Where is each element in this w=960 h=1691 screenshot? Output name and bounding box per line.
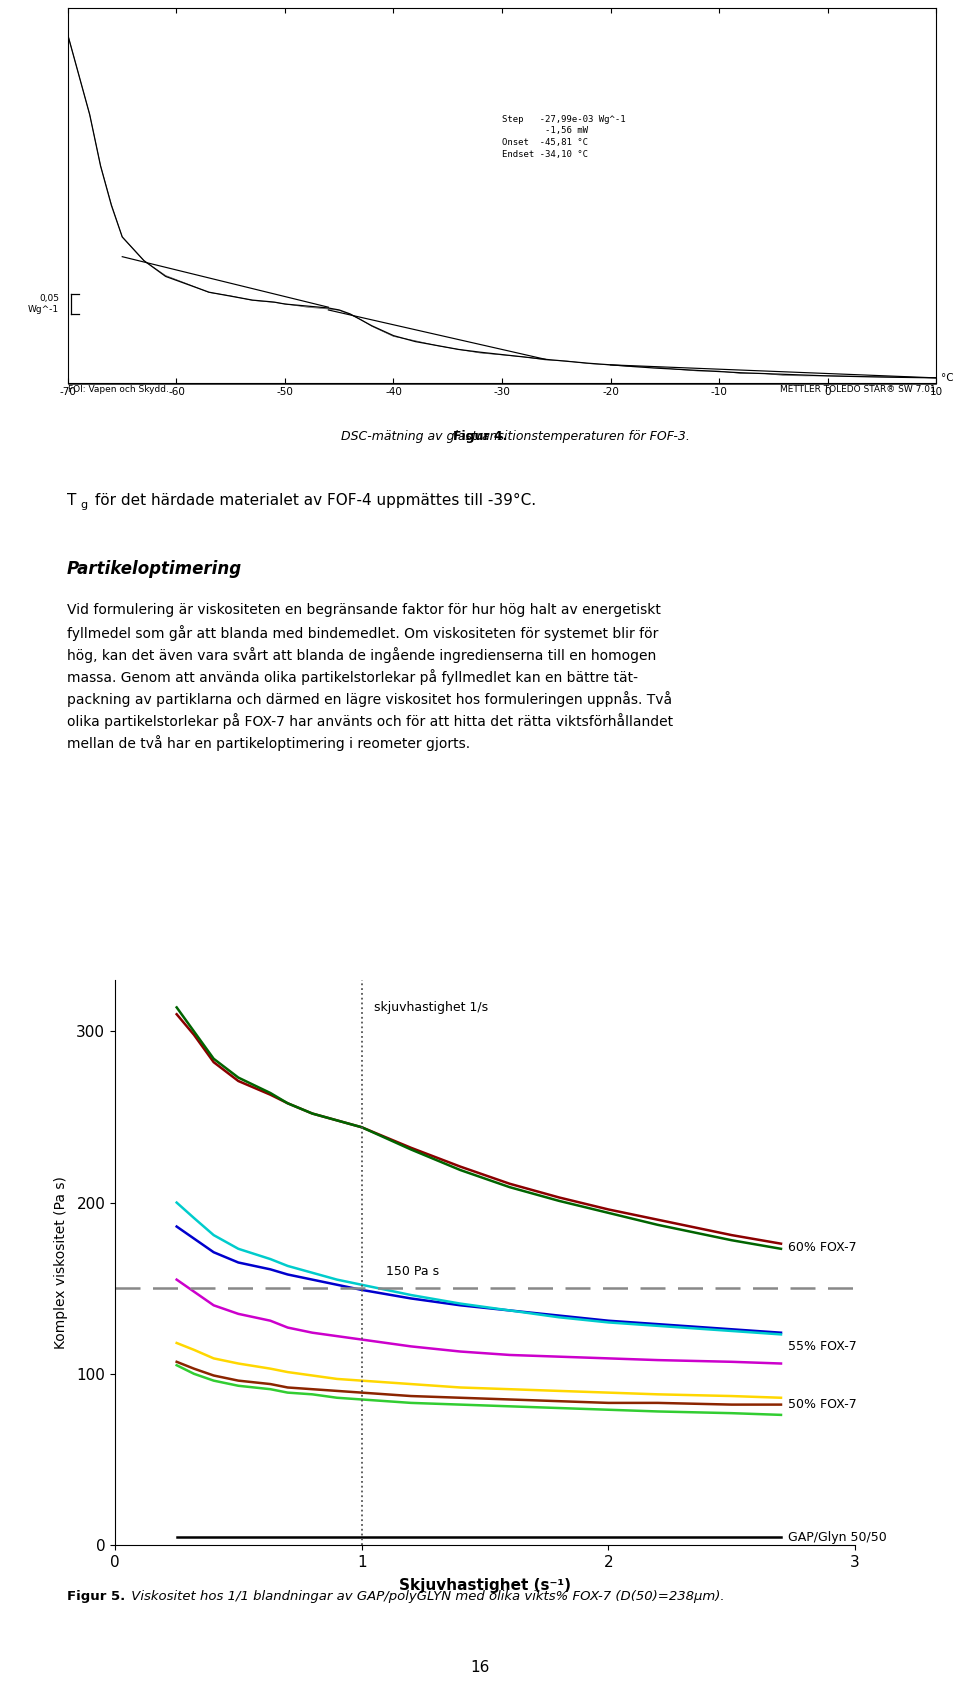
Text: packning av partiklarna och därmed en lägre viskositet hos formuleringen uppnås.: packning av partiklarna och därmed en lä… xyxy=(67,692,672,707)
Text: Figur 5.: Figur 5. xyxy=(67,1590,125,1603)
Text: skjuvhastighet 1/s: skjuvhastighet 1/s xyxy=(374,1001,488,1013)
Text: olika partikelstorlekar på FOX-7 har använts och för att hitta det rätta viktsfö: olika partikelstorlekar på FOX-7 har anv… xyxy=(67,714,673,729)
Text: g: g xyxy=(81,501,87,509)
Text: Partikeloptimering: Partikeloptimering xyxy=(67,560,242,578)
X-axis label: Skjuvhastighet (s⁻¹): Skjuvhastighet (s⁻¹) xyxy=(399,1578,571,1593)
Text: för det härdade materialet av FOF-4 uppmättes till -39°C.: för det härdade materialet av FOF-4 uppm… xyxy=(90,494,537,507)
Text: 50% FOX-7: 50% FOX-7 xyxy=(788,1398,857,1410)
Text: FOI: Vapen och Skydd.: FOI: Vapen och Skydd. xyxy=(68,386,169,394)
Y-axis label: Komplex viskositet (Pa s): Komplex viskositet (Pa s) xyxy=(54,1175,68,1349)
Text: DSC-mätning av glastransitionstemperaturen för FOF-3.: DSC-mätning av glastransitionstemperatur… xyxy=(337,430,690,443)
Text: mellan de två har en partikeloptimering i reometer gjorts.: mellan de två har en partikeloptimering … xyxy=(67,736,470,751)
Text: METTLER TOLEDO STAR® SW 7.01: METTLER TOLEDO STAR® SW 7.01 xyxy=(780,386,936,394)
Text: 0,05
Wg^-1: 0,05 Wg^-1 xyxy=(28,294,60,315)
Text: Vid formulering är viskositeten en begränsande faktor för hur hög halt av energe: Vid formulering är viskositeten en begrä… xyxy=(67,604,660,617)
Text: °C: °C xyxy=(942,374,954,382)
Text: GAP/Glyn 50/50: GAP/Glyn 50/50 xyxy=(788,1530,887,1544)
Text: T: T xyxy=(67,494,77,507)
Text: 55% FOX-7: 55% FOX-7 xyxy=(788,1339,857,1353)
Text: massa. Genom att använda olika partikelstorlekar på fyllmedlet kan en bättre tät: massa. Genom att använda olika partikels… xyxy=(67,670,638,685)
Text: Step   -27,99e-03 Wg^-1
        -1,56 mW
Onset  -45,81 °C
Endset -34,10 °C: Step -27,99e-03 Wg^-1 -1,56 mW Onset -45… xyxy=(502,115,626,159)
Text: Viskositet hos 1/1 blandningar av GAP/polyGLYN med olika vikts% FOX-7 (D(50)=238: Viskositet hos 1/1 blandningar av GAP/po… xyxy=(127,1590,724,1603)
Text: 16: 16 xyxy=(470,1661,490,1676)
Text: Figur 4.: Figur 4. xyxy=(453,430,507,443)
Text: fyllmedel som går att blanda med bindemedlet. Om viskositeten för systemet blir : fyllmedel som går att blanda med bindeme… xyxy=(67,626,659,641)
Text: hög, kan det även vara svårt att blanda de ingående ingredienserna till en homog: hög, kan det även vara svårt att blanda … xyxy=(67,648,657,663)
Text: 150 Pa s: 150 Pa s xyxy=(386,1265,440,1278)
Text: 60% FOX-7: 60% FOX-7 xyxy=(788,1241,857,1253)
